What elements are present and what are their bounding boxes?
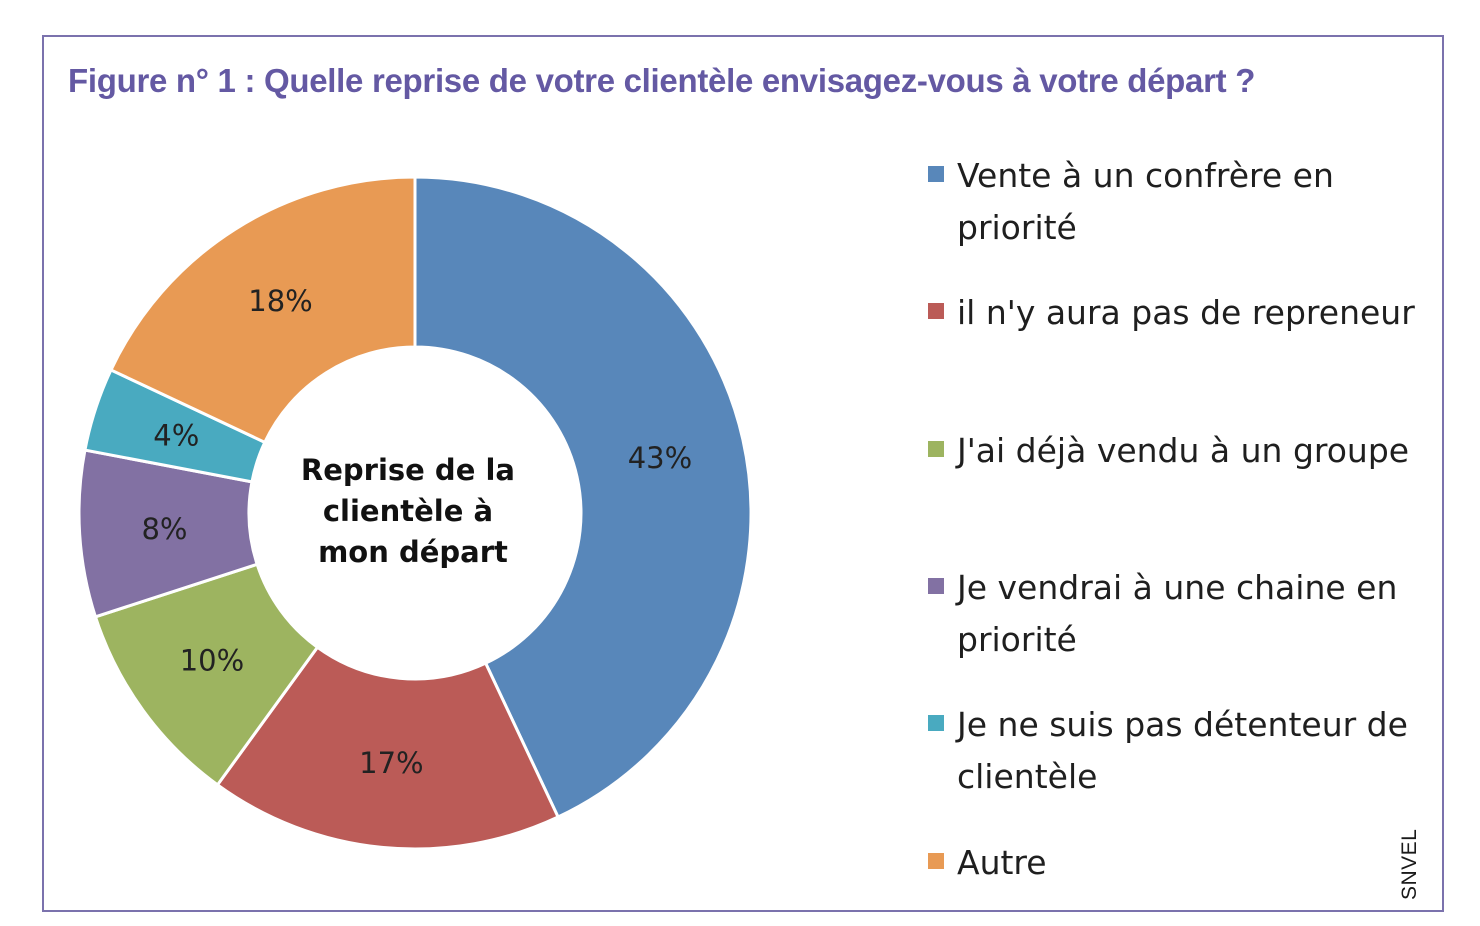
donut-slice-labels: 43% 17% 10% 8% 4% 18% [141, 284, 692, 780]
legend-label: Je ne suis pas détenteur de clientèle [957, 705, 1408, 796]
legend-swatch [928, 166, 944, 182]
center-label-line: clientèle à [323, 494, 493, 528]
legend-label: Autre [957, 843, 1047, 882]
center-label: Reprise de la clientèle à mon départ [301, 453, 525, 569]
donut-slice [108, 175, 417, 445]
source-credit: SNVEL [1398, 828, 1421, 900]
legend-label: Je vendrai à une chaine en priorité [957, 568, 1398, 659]
slice-value-label: 18% [248, 284, 312, 318]
legend-swatch [928, 578, 944, 594]
legend-swatch [928, 441, 944, 457]
slice-value-label: 8% [141, 512, 187, 546]
donut-slice [215, 645, 561, 851]
slice-value-label: 17% [359, 746, 423, 780]
legend-label: il n'y aura pas de repreneur [957, 293, 1415, 332]
slice-value-label: 4% [153, 418, 199, 452]
legend-swatch [928, 853, 944, 869]
slice-value-label: 43% [628, 441, 692, 475]
slice-value-label: 10% [180, 644, 244, 678]
center-label-line: Reprise de la [301, 453, 515, 487]
legend-label: J'ai déjà vendu à un groupe [957, 431, 1410, 470]
legend-swatch [928, 715, 944, 731]
center-label-line: mon départ [318, 535, 508, 569]
donut-slices [77, 175, 753, 851]
donut-slice [413, 175, 753, 820]
figure-title: Figure n° 1 : Quelle reprise de votre cl… [68, 62, 1256, 99]
legend-swatch [928, 303, 944, 319]
legend-label: Vente à un confrère en priorité [957, 156, 1334, 247]
